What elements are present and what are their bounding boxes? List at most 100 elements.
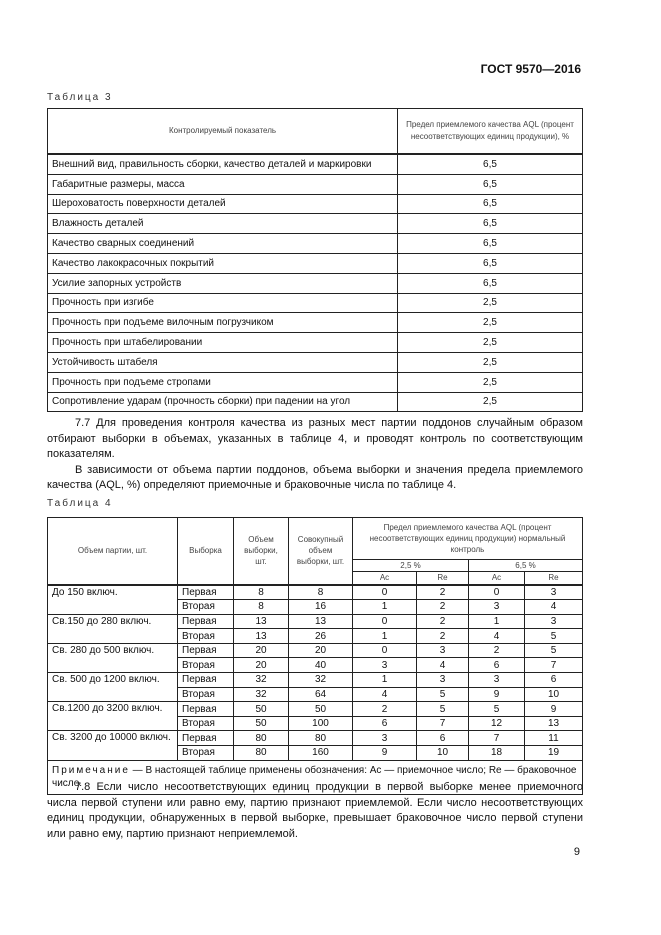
table-3: Контролируемый показатель Предел приемле…	[47, 108, 583, 413]
re-2-5-cell: 7	[416, 715, 469, 732]
table4-note: Примечание — В настоящей таблице примене…	[47, 759, 583, 795]
indicator-cell: Прочность при подъеме вилочным погрузчик…	[47, 312, 398, 334]
re-2-5-cell: 2	[416, 628, 469, 644]
document-id: ГОСТ 9570—2016	[480, 62, 581, 76]
table4-header-sample: Выборка	[177, 517, 234, 585]
re-2-5-cell: 3	[416, 672, 469, 688]
table3-header-aql: Предел приемлемого качества AQL (процент…	[397, 108, 583, 155]
lot-cell: Св. 280 до 500 включ.	[47, 642, 178, 674]
re-6-5-cell: 3	[524, 613, 583, 630]
sample-cell: Вторая	[177, 715, 234, 732]
ac-2-5-cell: 1	[352, 628, 417, 644]
table-4: Объем партии, шт. Выборка Объем выборки,…	[47, 517, 583, 795]
table4-header-aql: Предел приемлемого качества AQL (процент…	[352, 517, 583, 560]
table4-header-ac: Ac	[352, 571, 417, 585]
size-cell: 32	[233, 686, 289, 703]
table-row: Устойчивость штабеля 2,5	[47, 351, 583, 373]
table-row: Сопротивление ударам (прочность сборки) …	[47, 391, 583, 413]
table4-caption: Таблица 4	[47, 498, 113, 509]
table4-header-re: Re	[524, 571, 583, 585]
cumulative-cell: 160	[288, 745, 353, 761]
indicator-cell: Шероховатость поверхности деталей	[47, 193, 398, 215]
sample-cell: Вторая	[177, 628, 234, 644]
table-row: Качество лакокрасочных покрытий 6,5	[47, 252, 583, 274]
table-row: Внешний вид, правильность сборки, качест…	[47, 153, 583, 175]
re-2-5-cell: 10	[416, 745, 469, 761]
cumulative-cell: 16	[288, 599, 353, 615]
cumulative-cell: 50	[288, 701, 353, 717]
ac-6-5-cell: 6	[468, 657, 525, 674]
aql-cell: 2,5	[397, 371, 583, 393]
sample-cell: Первая	[177, 613, 234, 630]
table-row: Прочность при изгибе 2,5	[47, 292, 583, 314]
table4-header-lot: Объем партии, шт.	[47, 517, 178, 585]
table-row: Прочность при штабелировании 2,5	[47, 332, 583, 353]
table-row: Влажность деталей 6,5	[47, 213, 583, 235]
ac-2-5-cell: 0	[352, 583, 417, 601]
size-cell: 32	[233, 672, 289, 688]
cumulative-cell: 64	[288, 686, 353, 703]
table4-header-2-5: 2,5 %	[352, 559, 469, 572]
paragraph: 7.8 Если число несоответствующих единиц …	[47, 781, 583, 840]
table4-header-size: Объем выборки, шт.	[233, 517, 289, 585]
size-cell: 80	[233, 730, 289, 747]
indicator-cell: Прочность при подъеме стропами	[47, 371, 398, 393]
page-number: 9	[573, 846, 580, 858]
table-row: Вторая 80 160 9 10 18 19	[48, 745, 583, 761]
ac-2-5-cell: 9	[352, 745, 417, 761]
indicator-cell: Влажность деталей	[47, 213, 398, 235]
sample-cell: Первая	[177, 642, 234, 659]
aql-cell: 6,5	[397, 173, 583, 195]
re-6-5-cell: 4	[524, 599, 583, 615]
indicator-cell: Качество сварных соединений	[47, 233, 398, 254]
indicator-cell: Прочность при штабелировании	[47, 332, 398, 353]
re-6-5-cell: 3	[524, 583, 583, 601]
re-6-5-cell: 10	[524, 686, 583, 703]
sample-cell: Вторая	[177, 599, 234, 615]
lot-cell: Св.150 до 280 включ.	[47, 613, 178, 644]
paragraph: В зависимости от объема партии поддонов,…	[47, 463, 583, 492]
re-6-5-cell: 9	[524, 701, 583, 717]
size-cell: 50	[233, 715, 289, 732]
ac-2-5-cell: 3	[352, 657, 417, 674]
table-row: Прочность при подъеме вилочным погрузчик…	[47, 312, 583, 334]
table3-header-indicator: Контролируемый показатель	[47, 108, 398, 155]
ac-6-5-cell: 0	[468, 583, 525, 601]
ac-6-5-cell: 1	[468, 613, 525, 630]
lot-cell: Св.1200 до 3200 включ.	[47, 701, 178, 732]
table4-header-cumulative: Совокупный объем выборки, шт.	[288, 517, 353, 585]
table-row: Вторая 50 100 6 7 12 13	[48, 715, 583, 732]
re-2-5-cell: 5	[416, 701, 469, 717]
size-cell: 20	[233, 657, 289, 674]
aql-cell: 2,5	[397, 351, 583, 373]
aql-cell: 2,5	[397, 292, 583, 314]
aql-cell: 2,5	[397, 312, 583, 334]
ac-2-5-cell: 6	[352, 715, 417, 732]
ac-2-5-cell: 3	[352, 730, 417, 747]
cumulative-cell: 20	[288, 642, 353, 659]
re-6-5-cell: 13	[524, 715, 583, 732]
table-row: Вторая 20 40 3 4 6 7	[48, 657, 583, 674]
re-2-5-cell: 2	[416, 583, 469, 601]
sample-cell: Первая	[177, 583, 234, 601]
ac-6-5-cell: 5	[468, 701, 525, 717]
ac-6-5-cell: 4	[468, 628, 525, 644]
aql-cell: 6,5	[397, 153, 583, 175]
table-row: Св. 3200 до 10000 включ. Первая 80 80 3 6 7 11	[47, 730, 583, 761]
size-cell: 13	[233, 628, 289, 644]
aql-cell: 6,5	[397, 272, 583, 294]
re-2-5-cell: 3	[416, 642, 469, 659]
indicator-cell: Габаритные размеры, масса	[47, 173, 398, 195]
re-6-5-cell: 5	[524, 628, 583, 644]
table-row: Габаритные размеры, масса 6,5	[47, 173, 583, 195]
ac-2-5-cell: 4	[352, 686, 417, 703]
cumulative-cell: 32	[288, 672, 353, 688]
re-2-5-cell: 2	[416, 599, 469, 615]
table-row: До 150 включ. Первая 8 8 0 2 0 3	[47, 583, 583, 615]
paragraph-7-8: 7.8 Если число несоответствующих единиц …	[47, 780, 583, 842]
size-cell: 8	[233, 583, 289, 601]
ac-6-5-cell: 2	[468, 642, 525, 659]
lot-cell: Св. 500 до 1200 включ.	[47, 672, 178, 703]
sample-cell: Первая	[177, 672, 234, 688]
